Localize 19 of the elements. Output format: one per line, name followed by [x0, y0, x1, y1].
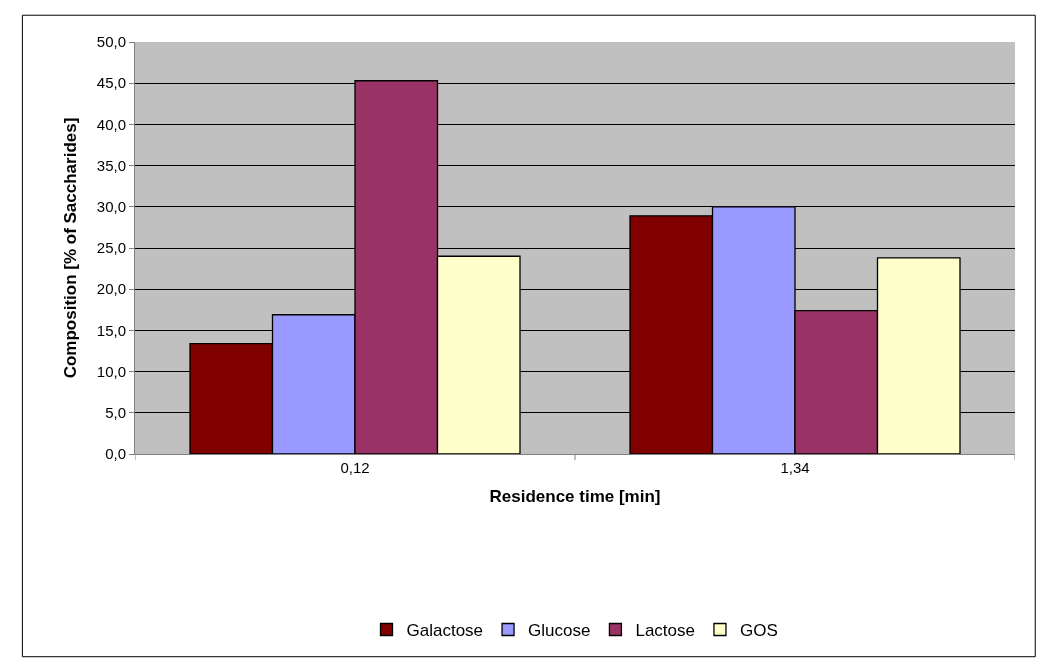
x-axis-title: Residence time [min]: [489, 487, 661, 507]
legend-label: Galactose: [406, 621, 484, 641]
y-tick-label: 15,0: [96, 321, 126, 339]
x-tick-label: 1,34: [780, 459, 810, 476]
legend-label: Glucose: [528, 621, 591, 641]
y-axis-title: Composition [% of Saccharides]: [61, 117, 81, 379]
y-tick-label: 10,0: [96, 362, 126, 380]
y-tick-label: 50,0: [96, 33, 126, 51]
y-tick-label: 0,0: [105, 445, 126, 463]
y-tick-label: 35,0: [96, 156, 126, 174]
y-tick-label: 45,0: [96, 74, 126, 92]
legend-label: GOS: [739, 621, 778, 641]
y-tick-label: 40,0: [96, 115, 126, 133]
x-tick-label: 0,12: [340, 459, 370, 476]
y-tick-label: 5,0: [105, 404, 126, 422]
legend-label: Lactose: [635, 621, 695, 641]
y-tick-label: 25,0: [96, 239, 126, 257]
y-tick-label: 30,0: [96, 198, 126, 216]
y-tick-label: 20,0: [96, 280, 126, 298]
